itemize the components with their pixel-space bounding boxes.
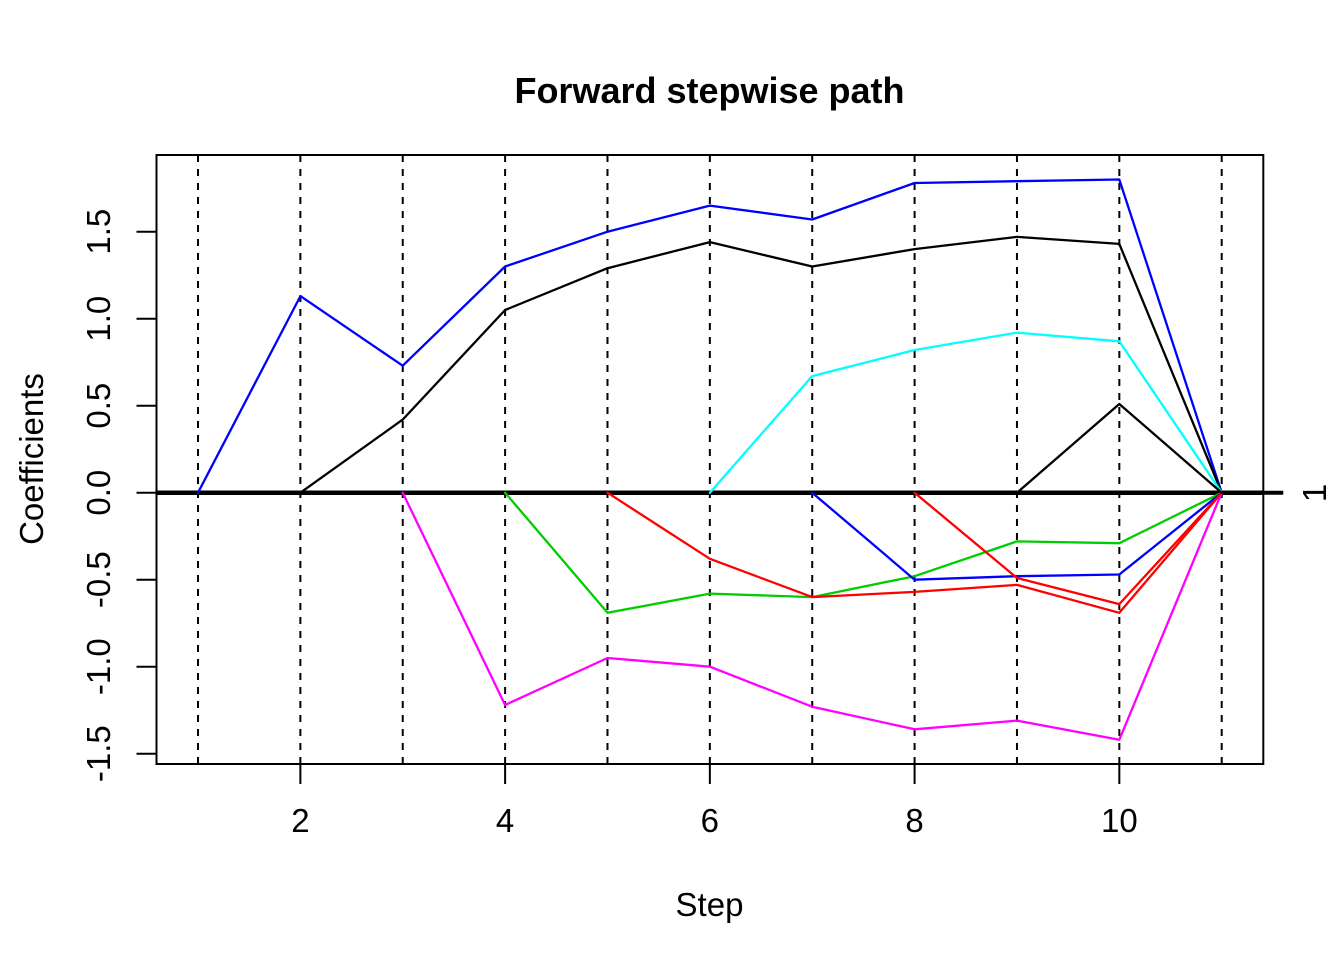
series-line-path-green-1 xyxy=(503,491,1223,614)
series-line-path-black-1 xyxy=(299,235,1223,494)
series-line-path-cyan-1 xyxy=(708,331,1223,494)
plot-box xyxy=(155,154,1265,765)
y-tick-label: -0.5 xyxy=(80,551,117,608)
right-axis-label: 1 xyxy=(1296,483,1333,503)
y-tick-label: -1.0 xyxy=(80,638,117,695)
series-line-path-magenta-1 xyxy=(401,491,1223,741)
x-tick-label: 4 xyxy=(496,802,514,839)
y-axis-title: Coefficients xyxy=(13,373,50,545)
x-axis-title: Step xyxy=(675,886,744,923)
series-line-path-blue-1 xyxy=(196,178,1223,494)
x-tick-label: 2 xyxy=(291,802,309,839)
series-line-path-blue-2 xyxy=(811,491,1223,581)
x-tick-label: 6 xyxy=(701,802,719,839)
y-tick-label: 0.5 xyxy=(80,383,117,429)
x-tick-label: 8 xyxy=(905,802,923,839)
y-tick-label: 1.0 xyxy=(80,296,117,342)
series-line-path-black-2 xyxy=(1015,402,1223,494)
x-tick-label: 10 xyxy=(1101,802,1138,839)
y-tick-label: 0.0 xyxy=(80,470,117,516)
series-line-path-red-2 xyxy=(913,491,1223,606)
series-line-path-red-1 xyxy=(606,491,1223,614)
y-tick-label: -1.5 xyxy=(80,725,117,782)
chart-title: Forward stepwise path xyxy=(514,70,905,111)
y-tick-label: 1.5 xyxy=(80,209,117,255)
